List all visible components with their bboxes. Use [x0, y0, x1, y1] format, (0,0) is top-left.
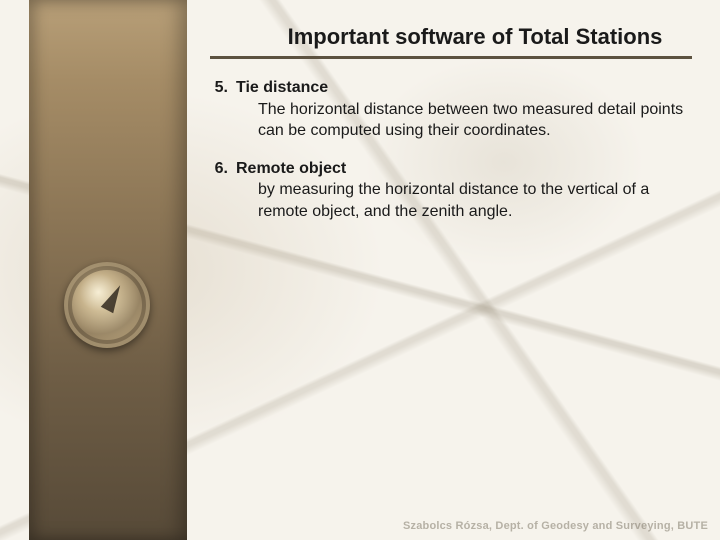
- list-item: 6. Remote object by measuring the horizo…: [210, 158, 692, 223]
- list-item-heading: Tie distance: [236, 77, 692, 99]
- list-item-heading: Remote object: [236, 158, 692, 180]
- list-item-body: Remote object by measuring the horizonta…: [236, 158, 692, 223]
- slide-title: Important software of Total Stations: [210, 24, 692, 59]
- list-item: 5. Tie distance The horizontal distance …: [210, 77, 692, 142]
- footer-attribution: Szabolcs Rózsa, Dept. of Geodesy and Sur…: [403, 520, 708, 532]
- list-item-text: by measuring the horizontal distance to …: [258, 179, 692, 222]
- sidebar-compass-photo: [29, 0, 187, 540]
- list-item-text: The horizontal distance between two meas…: [258, 99, 692, 142]
- list-item-body: Tie distance The horizontal distance bet…: [236, 77, 692, 142]
- list-item-number: 6.: [210, 158, 236, 223]
- list-item-number: 5.: [210, 77, 236, 142]
- slide-content: Important software of Total Stations 5. …: [200, 0, 720, 540]
